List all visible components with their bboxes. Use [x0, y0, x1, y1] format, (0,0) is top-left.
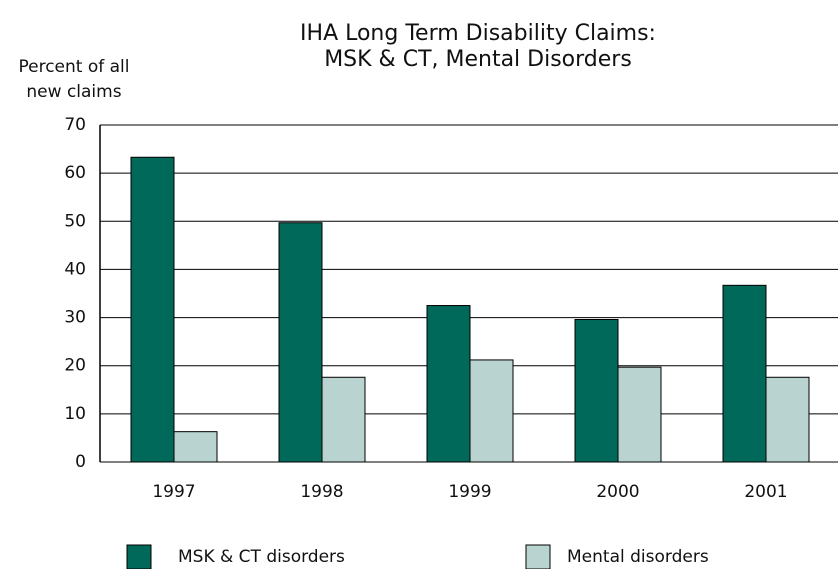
bar: [722, 284, 767, 463]
bar: [426, 305, 471, 463]
y-tick-label: 40: [64, 259, 86, 279]
bar: [130, 156, 175, 463]
legend-label: Mental disorders: [567, 547, 709, 567]
y-tick-label: 50: [64, 211, 86, 231]
x-tick-label: 1999: [448, 482, 491, 502]
y-axis-label: new claims: [26, 82, 121, 102]
x-tick-label: 2001: [744, 482, 787, 502]
legend-swatch: [126, 544, 152, 569]
x-tick-label: 1997: [152, 482, 195, 502]
bar: [574, 318, 619, 463]
y-tick-label: 0: [75, 452, 86, 472]
legend-label: MSK & CT disorders: [178, 547, 345, 567]
y-tick-label: 60: [64, 163, 86, 183]
x-tick-label: 2000: [596, 482, 639, 502]
bar: [173, 431, 218, 463]
chart-title: MSK & CT, Mental Disorders: [324, 47, 632, 72]
y-tick-label: 30: [64, 308, 86, 328]
legend-swatch: [525, 544, 551, 569]
y-tick-label: 70: [64, 115, 86, 135]
y-axis-label: Percent of all: [18, 57, 129, 77]
bar: [469, 359, 514, 463]
x-tick-label: 1998: [300, 482, 343, 502]
bar: [278, 222, 323, 463]
bar: [617, 366, 662, 463]
bar: [321, 376, 366, 463]
y-tick-label: 10: [64, 404, 86, 424]
chart-title: IHA Long Term Disability Claims:: [300, 21, 656, 46]
y-tick-label: 20: [64, 356, 86, 376]
bar: [765, 376, 810, 463]
